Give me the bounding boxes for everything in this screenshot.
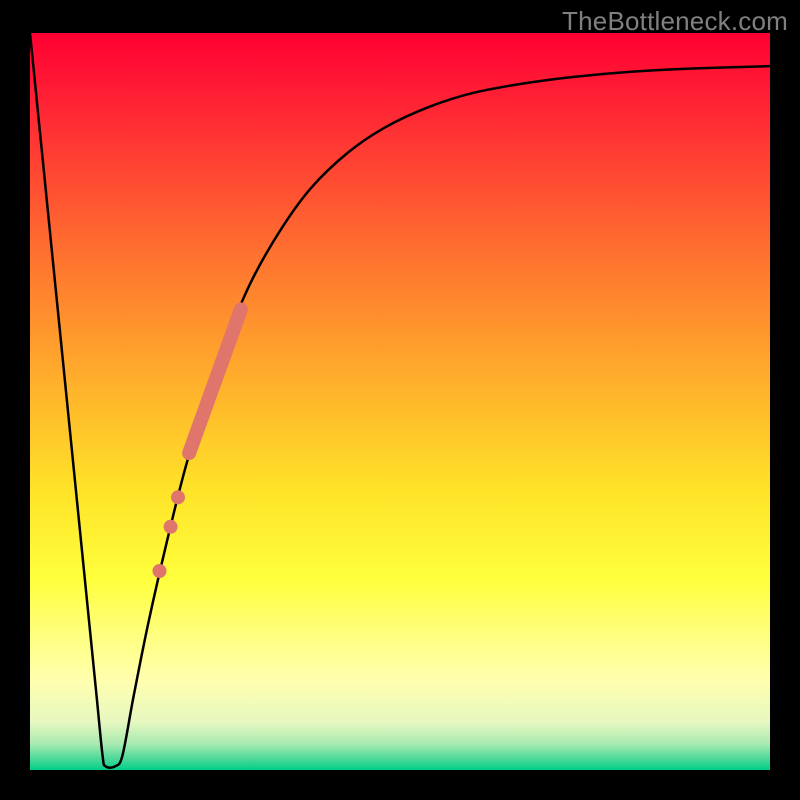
chart-svg — [30, 33, 770, 770]
marker-dot — [153, 564, 167, 578]
plot-area — [30, 33, 770, 770]
chart-frame: TheBottleneck.com — [0, 0, 800, 800]
marker-dot — [171, 490, 185, 504]
marker-dot — [164, 520, 178, 534]
watermark-text: TheBottleneck.com — [562, 6, 788, 37]
